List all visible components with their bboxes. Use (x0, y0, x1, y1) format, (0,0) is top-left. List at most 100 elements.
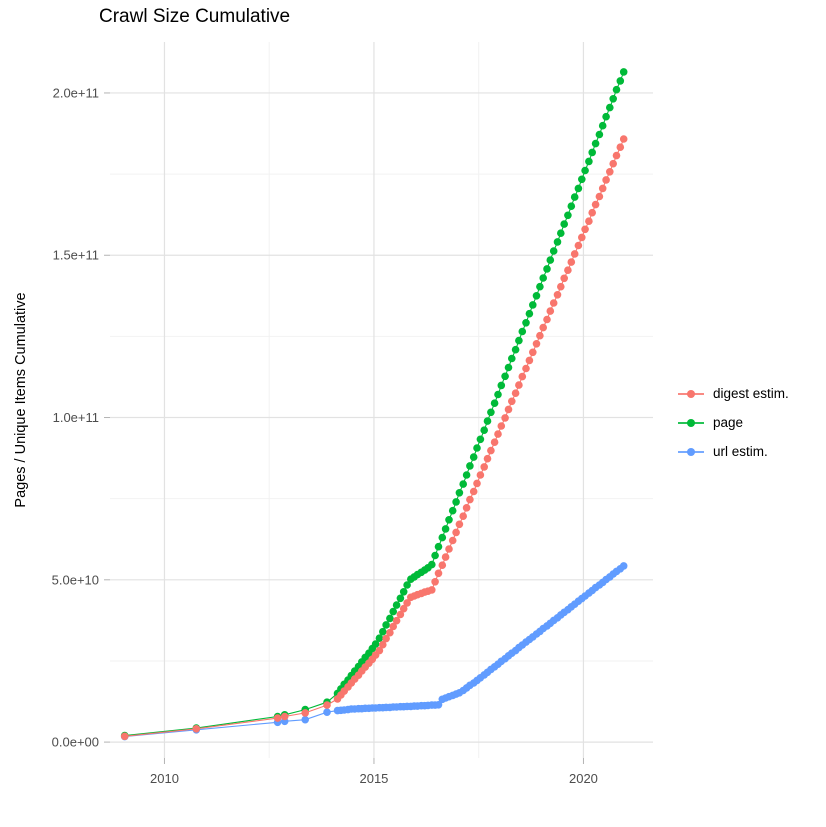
data-point (570, 193, 579, 201)
y-tick-label: 2.0e+11 (53, 85, 99, 100)
data-point (428, 560, 436, 569)
data-point (612, 151, 621, 160)
data-point (389, 607, 398, 616)
y-tick-label: 5.0e+10 (52, 572, 99, 587)
legend-key-page-icon (678, 416, 704, 430)
data-point (598, 121, 607, 130)
data-point (504, 405, 513, 414)
data-point (543, 315, 551, 324)
data-point (455, 520, 464, 529)
data-point (490, 438, 499, 447)
data-point (371, 640, 380, 648)
y-tick-label: 0.0e+00 (52, 735, 99, 750)
data-point (396, 594, 405, 603)
data-point (490, 399, 499, 408)
data-point (609, 159, 617, 168)
data-point (602, 112, 610, 121)
data-point (588, 208, 596, 217)
data-point (511, 389, 520, 398)
data-point (532, 292, 541, 300)
data-point (518, 327, 527, 336)
x-tick-label: 2015 (359, 771, 388, 786)
data-point (192, 725, 201, 733)
data-point (585, 157, 593, 166)
data-point (438, 561, 447, 569)
data-point (280, 712, 289, 721)
data-point (539, 323, 547, 332)
data-point (462, 504, 471, 512)
data-point (399, 588, 408, 596)
data-point (591, 200, 600, 209)
chart-title: Crawl Size Cumulative (99, 6, 291, 27)
data-point (553, 238, 562, 246)
data-point (120, 732, 129, 741)
data-point (578, 233, 586, 242)
data-point (375, 634, 384, 642)
data-point (567, 202, 576, 210)
x-tick-label: 2010 (150, 771, 179, 786)
data-point (494, 430, 502, 438)
data-point (469, 487, 478, 496)
data-point (480, 463, 489, 471)
data-point (469, 453, 478, 461)
data-point (588, 148, 596, 157)
data-point (564, 266, 572, 275)
data-point (606, 168, 614, 176)
data-point (585, 217, 593, 225)
data-point (438, 533, 447, 542)
y-tick-label: 1.5e+11 (53, 248, 99, 263)
data-point (504, 363, 513, 372)
data-point (445, 545, 453, 553)
data-point (473, 444, 481, 452)
data-point (581, 166, 589, 175)
legend-key-url-estim-icon (678, 445, 704, 459)
data-point (560, 274, 568, 283)
legend-key-digest-estim-icon (678, 387, 704, 401)
data-point (441, 525, 450, 533)
data-point (466, 462, 474, 470)
data-point (525, 356, 534, 365)
data-point (382, 634, 390, 643)
data-point (619, 68, 628, 76)
data-point (619, 562, 628, 570)
data-point (452, 528, 460, 537)
data-point (379, 640, 387, 649)
data-point (428, 586, 436, 594)
legend-item-digest-estim: digest estim. (678, 379, 789, 408)
data-point (508, 354, 516, 363)
data-point (529, 348, 537, 357)
data-point (574, 184, 583, 193)
legend: digest estim. page url estim. (678, 379, 789, 466)
data-point (619, 135, 628, 143)
data-point (323, 701, 331, 709)
data-point (403, 599, 411, 607)
legend-item-url-estim: url estim. (678, 437, 789, 466)
data-point (483, 454, 492, 463)
data-point (522, 319, 530, 327)
data-point (375, 646, 384, 655)
data-point (546, 256, 555, 264)
data-point (518, 372, 527, 381)
data-point (455, 489, 464, 497)
data-point (445, 516, 453, 524)
data-point (511, 345, 520, 354)
data-point (434, 701, 443, 709)
data-point (434, 569, 443, 578)
data-point (273, 714, 282, 722)
data-point (616, 143, 625, 151)
data-point (557, 229, 565, 237)
data-point (591, 139, 600, 148)
y-tick-label: 1.0e+11 (53, 410, 99, 425)
data-point (301, 715, 310, 724)
legend-label: url estim. (713, 444, 768, 459)
data-point (543, 265, 551, 273)
x-tick-label: 2020 (569, 771, 598, 786)
data-point (386, 628, 394, 637)
data-point (476, 435, 485, 444)
data-point (494, 390, 502, 399)
data-point (386, 614, 394, 623)
data-point (595, 130, 604, 139)
data-point (448, 506, 457, 515)
legend-item-page: page (678, 408, 789, 437)
data-point (508, 397, 516, 406)
